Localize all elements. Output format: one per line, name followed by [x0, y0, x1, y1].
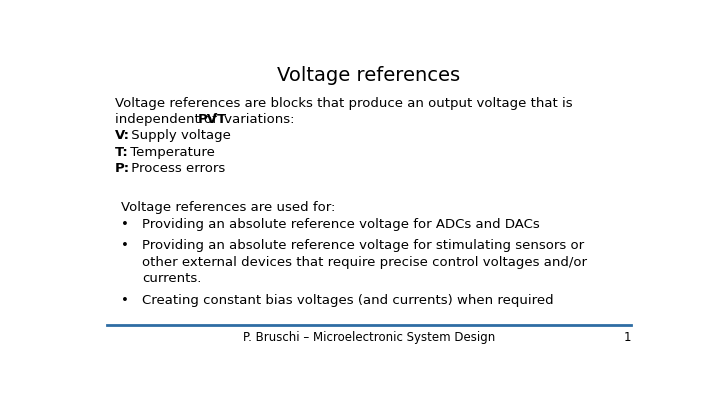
Text: Supply voltage: Supply voltage [127, 129, 230, 143]
Text: T:: T: [115, 145, 129, 159]
Text: V:: V: [115, 129, 130, 143]
Text: P:: P: [115, 162, 130, 175]
Text: PVT: PVT [197, 113, 227, 126]
Text: Voltage references are used for:: Voltage references are used for: [121, 201, 335, 214]
Text: Process errors: Process errors [127, 162, 225, 175]
Text: independent of: independent of [115, 113, 221, 126]
Text: Temperature: Temperature [126, 145, 215, 159]
Text: other external devices that require precise control voltages and/or: other external devices that require prec… [142, 256, 587, 269]
Text: Providing an absolute reference voltage for stimulating sensors or: Providing an absolute reference voltage … [142, 239, 584, 252]
Text: •: • [121, 239, 129, 252]
Text: P. Bruschi – Microelectronic System Design: P. Bruschi – Microelectronic System Desi… [243, 331, 495, 344]
Text: Providing an absolute reference voltage for ADCs and DACs: Providing an absolute reference voltage … [142, 217, 540, 230]
Text: variations:: variations: [220, 113, 294, 126]
Text: •: • [121, 217, 129, 230]
Text: currents.: currents. [142, 272, 202, 285]
Text: 1: 1 [624, 331, 631, 344]
Text: Creating constant bias voltages (and currents) when required: Creating constant bias voltages (and cur… [142, 294, 554, 307]
Text: Voltage references are blocks that produce an output voltage that is: Voltage references are blocks that produ… [115, 97, 572, 110]
Text: Voltage references: Voltage references [277, 66, 461, 85]
Text: •: • [121, 294, 129, 307]
